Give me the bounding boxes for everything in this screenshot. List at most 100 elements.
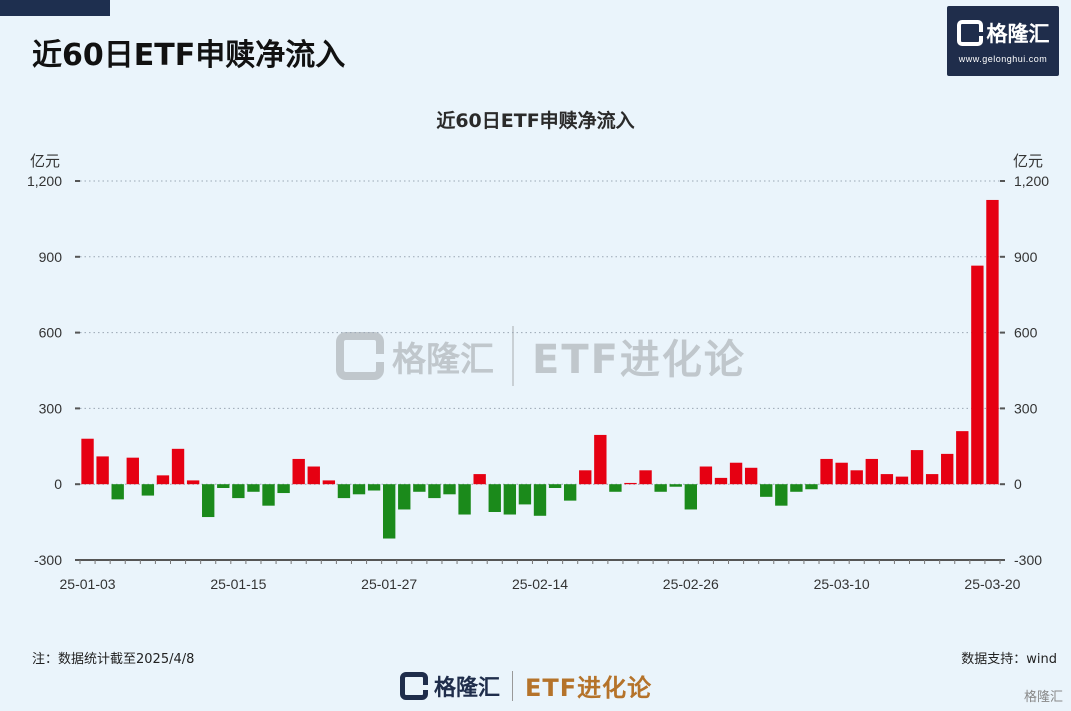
bottom-g-logo-icon [400,671,428,700]
y-tick-label-left: 900 [39,249,63,265]
bar [699,466,713,485]
x-tick-label: 25-02-14 [512,576,568,592]
y-tick-label-left: -300 [34,552,62,568]
bar [790,484,803,492]
brand-logo-text: 格隆汇 [986,22,1050,46]
bar [548,484,562,488]
bar [337,484,351,499]
bar [503,484,517,515]
chart-title: 近60日ETF申赎净流入 [436,110,635,132]
x-tick-label: 25-01-03 [60,576,116,592]
y-tick-label-right: 0 [1014,476,1022,492]
bar [367,484,381,491]
bar [398,484,411,510]
bar [880,474,894,485]
bar [714,477,728,485]
bar [141,484,155,496]
y-tick-label-left: 0 [54,476,62,492]
brand-logo-main: 格隆汇 [956,18,1050,48]
bar [458,484,471,515]
y-axis-unit-left: 亿元 [30,152,60,170]
axes-layer: -300 -300 0 0 300 300 600 600 900 900 1,200 1,200 亿元… [27,152,1049,592]
bar [941,453,954,485]
data-source: 数据支持：wind [961,652,1057,667]
bar [910,450,924,485]
bar [563,484,577,501]
y-axis-unit-right: 亿元 [1013,152,1043,170]
bar [81,438,94,485]
bar [579,470,592,485]
page-title: 近60日ETF申赎净流入 [32,38,346,73]
y-tick-label-right: 300 [1014,400,1038,416]
bottom-brand-logo-text: 格隆汇 [434,675,501,701]
g-logo-icon [956,20,983,46]
bar [624,482,637,485]
bar [156,475,170,485]
bar [202,484,215,518]
bar [352,484,366,495]
bar [382,484,396,539]
grid-layer [80,180,1000,485]
bar [775,484,788,506]
y-tick-label-right: -300 [1014,552,1042,568]
bar [956,431,969,485]
bar [171,448,185,485]
bar [473,474,486,485]
bar [533,484,547,516]
bar [262,484,275,506]
bar [126,457,139,485]
bar [669,484,682,487]
x-tick-label: 25-01-27 [361,576,417,592]
bottom-brand: 格隆汇 ETF进化论 [400,668,652,703]
y-tick-label-left: 600 [39,325,63,341]
bar [971,265,984,485]
bar [925,474,939,485]
bar [895,476,909,485]
bar [96,456,109,485]
bar [488,484,501,512]
brand-logo[interactable]: 格隆汇 www.gelonghui.com [947,6,1059,76]
y-tick-label-left: 1,200 [27,173,62,189]
bar [639,470,652,485]
brand-url: www.gelonghui.com [958,54,1048,64]
bar [805,484,818,490]
bar [850,470,863,485]
bar [443,484,456,495]
top-accent-bar [0,0,110,16]
bar [744,467,758,485]
bar [594,434,607,485]
bar [428,484,441,499]
x-tick-label: 25-03-10 [814,576,870,592]
bottom-brand-divider [512,670,514,701]
y-tick-label-right: 1,200 [1014,173,1049,189]
bar [518,484,532,505]
corner-watermark: 格隆汇 [1023,690,1063,705]
x-tick-label: 25-03-20 [964,576,1020,592]
bar [609,484,622,492]
bar [217,484,230,488]
bottom-brand-column-name: ETF进化论 [525,674,653,702]
y-tick-label-left: 300 [39,400,63,416]
x-tick-label: 25-01-15 [210,576,266,592]
bar [322,480,336,485]
bar [835,462,848,485]
bottom-brand-logo: 格隆汇 [400,670,500,702]
bar [820,458,833,485]
x-tick-label: 25-02-26 [663,576,719,592]
bar [865,458,878,485]
bar [186,480,200,485]
bars-layer [81,199,999,539]
bar [413,484,426,492]
bar [232,484,245,499]
bar [307,466,320,485]
bar [684,484,698,510]
bar [760,484,773,497]
bar [277,484,290,494]
footnote: 注：数据统计截至2025/4/8 [32,652,195,667]
bar [111,484,124,500]
bar [986,199,999,485]
y-tick-label-right: 600 [1014,325,1038,341]
bar [654,484,667,492]
bar [247,484,260,492]
